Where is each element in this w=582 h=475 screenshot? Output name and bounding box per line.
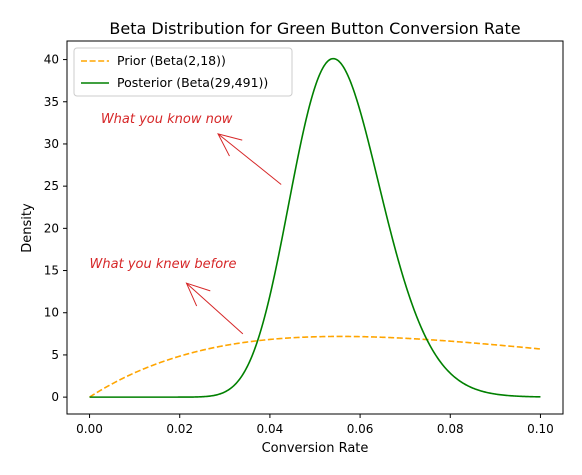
annotation-know-now-arrow-head	[217, 133, 243, 157]
annotation-layer: What you know now What you knew before	[90, 112, 282, 335]
y-tick-label: 10	[44, 306, 59, 320]
y-tick-label: 20	[44, 221, 59, 235]
y-axis-ticks: 0 5 10 15 20 25 30 35 40	[44, 53, 67, 404]
y-tick-label: 40	[44, 53, 59, 67]
y-tick-label: 30	[44, 137, 59, 151]
y-tick-label: 35	[44, 95, 59, 109]
legend-label-prior: Prior (Beta(2,18))	[117, 53, 226, 68]
legend-box	[73, 47, 293, 97]
chart-title: Beta Distribution for Green Button Conve…	[109, 19, 520, 38]
y-tick-label: 5	[51, 348, 59, 362]
x-tick-label: 0.08	[437, 422, 464, 436]
plot-area: What you know now What you knew before	[66, 40, 564, 415]
posterior-density-line	[89, 57, 541, 398]
y-tick-label: 0	[51, 390, 59, 404]
x-tick-label: 0.04	[257, 422, 284, 436]
y-tick-label: 25	[44, 179, 59, 193]
annotation-knew-before-text: What you knew before	[90, 257, 237, 272]
annotation-know-now-text: What you know now	[101, 112, 233, 127]
legend-label-posterior: Posterior (Beta(29,491))	[117, 75, 268, 90]
prior-density-line	[89, 335, 541, 398]
y-tick-label: 15	[44, 264, 59, 278]
axes-frame	[66, 40, 564, 415]
legend: Prior (Beta(2,18)) Posterior (Beta(29,49…	[73, 47, 293, 97]
annotation-knew-before-arrow-shaft	[186, 282, 244, 335]
series-layer	[89, 57, 541, 398]
annotation-knew-before-arrow-head	[185, 282, 211, 307]
x-axis-label: Conversion Rate	[262, 441, 369, 456]
x-tick-label: 0.10	[527, 422, 554, 436]
annotation-know-now-arrow-shaft	[217, 133, 282, 185]
x-tick-label: 0.06	[347, 422, 374, 436]
x-tick-label: 0.02	[166, 422, 193, 436]
y-axis-label: Density	[20, 203, 35, 253]
x-tick-label: 0.00	[76, 422, 103, 436]
x-axis-ticks: 0.00 0.02 0.04 0.06 0.08 0.10	[76, 414, 554, 436]
